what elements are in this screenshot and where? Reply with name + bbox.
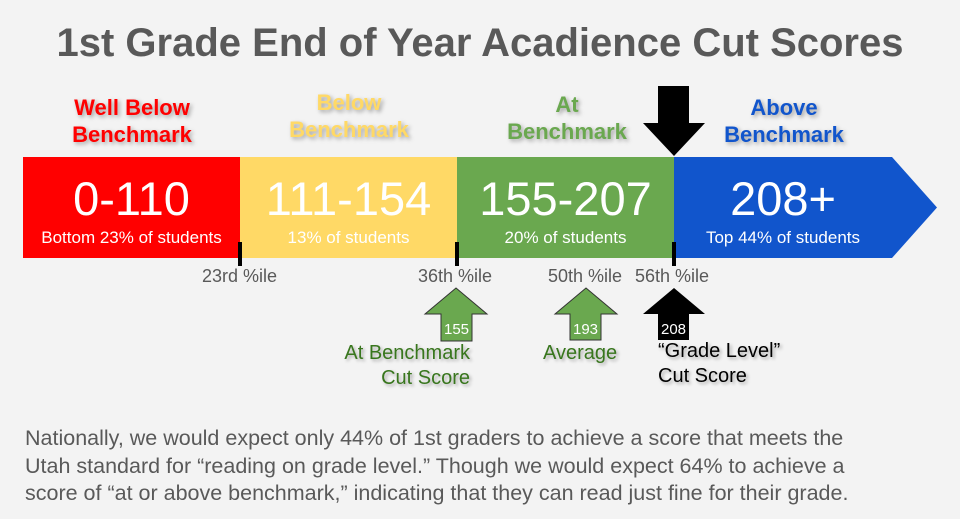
cut-score-value-193: 193 — [572, 321, 599, 338]
category-label-line: Below — [316, 90, 382, 115]
at-benchmark-cut-score-label: At Benchmark Cut Score — [270, 341, 470, 391]
up-arrow-icon — [553, 287, 619, 341]
category-label-well-below: Well Below Benchmark — [22, 94, 242, 148]
summary-line: score of “at or above benchmark,” indica… — [25, 481, 849, 505]
up-arrow-icon — [643, 288, 705, 340]
up-arrow-icon — [423, 287, 489, 342]
segment-at: 155-207 20% of students — [457, 157, 674, 258]
percentile-label-56th: 56th %ile — [635, 266, 710, 286]
category-label-below: Below Benchmark — [239, 89, 459, 143]
segment-below: 111-154 13% of students — [240, 157, 457, 258]
category-label-line: At — [555, 92, 579, 117]
down-arrow-icon — [643, 86, 705, 156]
share-text: 13% of students — [287, 228, 410, 247]
cut-score-value-155: 155 — [443, 321, 470, 338]
category-label-line: Benchmark — [289, 117, 409, 142]
cut-label-line: “Grade Level” — [658, 340, 781, 362]
category-label-line: Benchmark — [72, 122, 192, 147]
summary-paragraph: Nationally, we would expect only 44% of … — [25, 425, 955, 508]
category-label-line: Benchmark — [507, 119, 627, 144]
segment-above: 208+ Top 44% of students — [674, 157, 937, 258]
range-value: 208+ — [730, 172, 836, 225]
tick-mark-36th — [455, 242, 459, 266]
tick-mark-23rd — [238, 242, 242, 266]
category-label-line: Above — [750, 95, 818, 120]
cut-label-line: Average — [543, 342, 618, 364]
cut-label-line: At Benchmark — [344, 342, 470, 364]
share-text: Top 44% of students — [705, 228, 861, 247]
average-label: Average — [543, 341, 617, 366]
category-label-line: Benchmark — [724, 122, 844, 147]
cut-label-line: Cut Score — [381, 367, 470, 389]
percentile-label-36th: 36th %ile — [418, 266, 493, 286]
category-label-above: Above Benchmark — [674, 94, 894, 148]
cut-label-line: Cut Score — [658, 365, 747, 387]
grade-level-cut-score-label: “Grade Level” Cut Score — [658, 339, 780, 389]
tick-mark-56th — [672, 242, 676, 266]
range-value: 111-154 — [265, 172, 432, 225]
cut-score-value-208: 208 — [660, 321, 687, 338]
range-value: 0-110 — [73, 172, 190, 225]
range-value: 155-207 — [479, 172, 652, 225]
category-label-at: At Benchmark — [457, 91, 677, 145]
percentile-label-23rd: 23rd %ile — [202, 266, 278, 286]
share-text: Bottom 23% of students — [41, 228, 222, 247]
share-text: 20% of students — [504, 228, 627, 247]
category-label-line: Well Below — [74, 95, 190, 120]
percentile-label-50th: 50th %ile — [548, 266, 623, 286]
summary-line: Utah standard for “reading on grade leve… — [25, 453, 845, 478]
segment-well-below: 0-110 Bottom 23% of students — [23, 157, 240, 258]
page-title: 1st Grade End of Year Acadience Cut Scor… — [56, 21, 904, 65]
summary-line: Nationally, we would expect only 44% of … — [25, 426, 844, 450]
